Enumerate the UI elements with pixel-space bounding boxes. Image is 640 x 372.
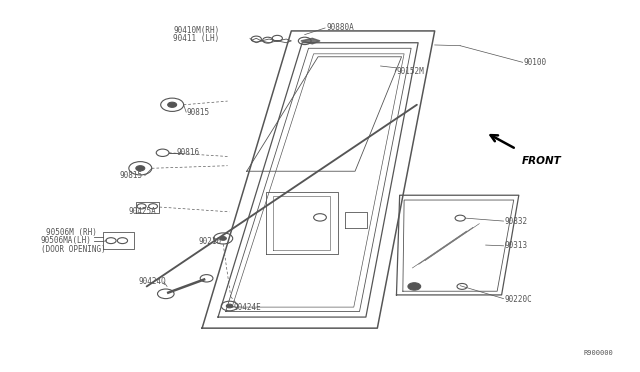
Text: 90411 (LH): 90411 (LH): [173, 34, 220, 43]
Text: 90815: 90815: [186, 108, 209, 117]
Circle shape: [408, 283, 420, 290]
Text: 90880A: 90880A: [326, 23, 354, 32]
Text: 90506M (RH): 90506M (RH): [46, 228, 97, 237]
Text: 90100: 90100: [524, 58, 547, 67]
Text: R900000: R900000: [584, 350, 613, 356]
Text: 90152M: 90152M: [396, 67, 424, 76]
Text: 90424E: 90424E: [234, 302, 262, 312]
Text: 90425A: 90425A: [129, 206, 157, 216]
Text: 90424Q: 90424Q: [138, 277, 166, 286]
Polygon shape: [301, 38, 320, 44]
Text: FRONT: FRONT: [522, 156, 561, 166]
Text: 90410M(RH): 90410M(RH): [173, 26, 220, 35]
Text: 90815: 90815: [119, 171, 142, 180]
Text: 90210: 90210: [199, 237, 222, 246]
Circle shape: [227, 304, 233, 308]
Circle shape: [220, 237, 227, 240]
Text: 90313: 90313: [505, 241, 528, 250]
Circle shape: [168, 102, 177, 108]
Text: 90506MA(LH): 90506MA(LH): [41, 236, 92, 245]
Text: 90220C: 90220C: [505, 295, 532, 304]
Text: 90816: 90816: [177, 148, 200, 157]
Circle shape: [136, 166, 145, 171]
Text: 90832: 90832: [505, 217, 528, 225]
Text: (DOOR OPENING): (DOOR OPENING): [41, 245, 106, 254]
